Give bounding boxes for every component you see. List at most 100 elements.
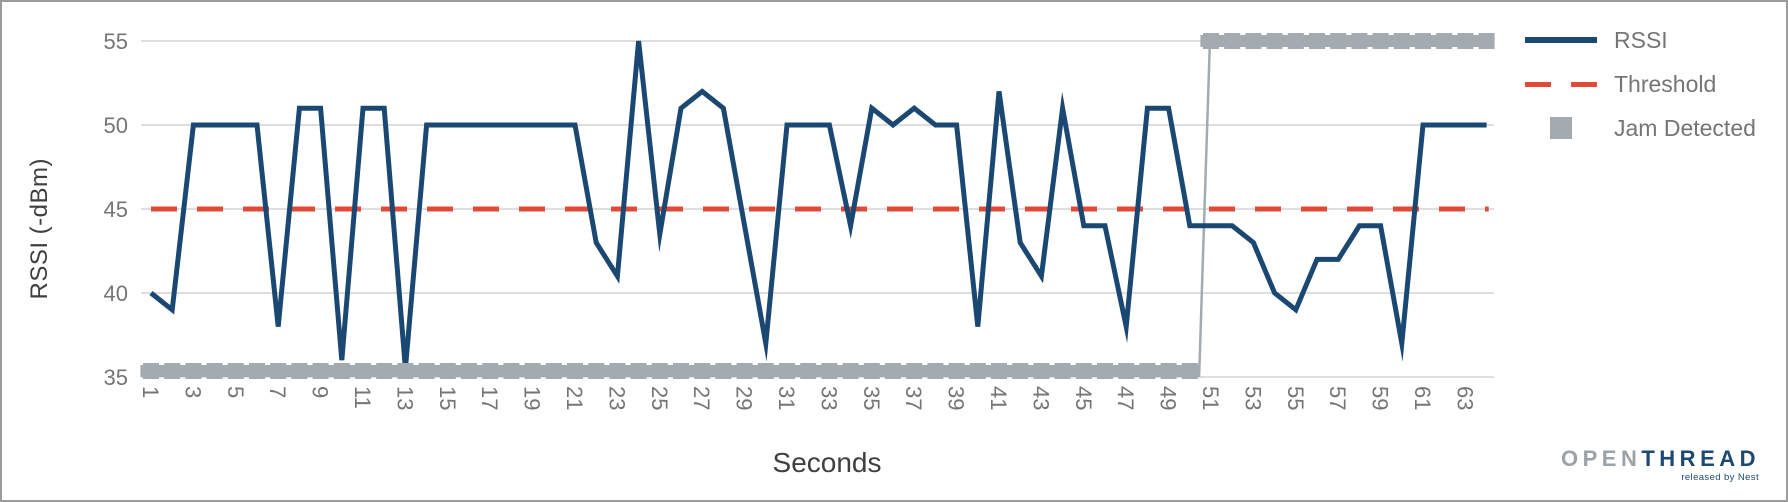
threshold-dash-icon xyxy=(1525,81,1597,87)
x-tick-label: 35 xyxy=(859,386,884,410)
jam-point-marker xyxy=(545,363,562,379)
jam-square-icon xyxy=(1550,117,1572,139)
jam-point-marker xyxy=(906,363,923,379)
rssi-polyline xyxy=(149,40,1487,369)
jam-point-marker xyxy=(1160,363,1177,379)
jam-point-marker xyxy=(397,363,414,379)
jam-point-marker xyxy=(1266,33,1283,49)
rssi-line-icon xyxy=(1525,37,1597,43)
openthread-wordmark: OPENTHREAD xyxy=(1561,446,1761,472)
legend-label-jam-detected: Jam Detected xyxy=(1614,114,1756,141)
jam-point-marker xyxy=(969,363,986,379)
x-tick-label: 37 xyxy=(901,386,926,410)
x-tick-label: 61 xyxy=(1410,386,1435,410)
x-tick-label: 15 xyxy=(435,386,460,410)
y-tick-label: 40 xyxy=(104,281,128,306)
jam-point-marker xyxy=(651,363,668,379)
jam-point-marker xyxy=(1012,363,1029,379)
jam-point-marker xyxy=(461,363,477,379)
y-tick-label: 55 xyxy=(104,29,128,54)
x-tick-label: 23 xyxy=(604,386,629,410)
x-tick-label: 25 xyxy=(647,386,672,410)
jam-point-marker xyxy=(1224,33,1241,49)
x-tick-label: 51 xyxy=(1198,386,1223,410)
jam-point-marker xyxy=(270,363,287,379)
x-tick-label: 7 xyxy=(265,386,290,398)
jam-point-marker xyxy=(715,363,732,379)
jam-point-marker xyxy=(1457,33,1474,49)
jam-point-marker xyxy=(1054,363,1071,379)
y-tick-label: 50 xyxy=(104,113,128,138)
jam-point-marker xyxy=(164,363,181,379)
jam-point-marker xyxy=(418,363,435,379)
x-tick-label: 13 xyxy=(392,386,417,410)
x-tick-label: 19 xyxy=(520,386,545,410)
y-axis-title: RSSI (-dBm) xyxy=(26,158,53,300)
jam-transition-line xyxy=(1198,40,1212,372)
jam-point-marker xyxy=(1351,33,1368,49)
jam-point-marker xyxy=(609,363,626,379)
rssi-line xyxy=(149,40,1487,369)
x-tick-label: 5 xyxy=(223,386,248,398)
jam-point-marker xyxy=(185,363,202,379)
jam-point-marker xyxy=(1097,363,1113,379)
jam-point-marker xyxy=(1118,363,1135,379)
jam-point-marker xyxy=(757,363,774,379)
jam-point-marker xyxy=(1033,363,1050,379)
jam-point-marker xyxy=(800,363,817,379)
jam-point-marker xyxy=(439,363,456,379)
jam-point-marker xyxy=(991,363,1007,379)
x-tick-label: 17 xyxy=(477,386,502,410)
jam-point-marker xyxy=(291,363,308,379)
jam-point-marker xyxy=(1181,363,1198,379)
jam-point-marker xyxy=(1309,33,1325,49)
jam-point-marker xyxy=(1372,33,1389,49)
jam-point-marker xyxy=(1075,363,1092,379)
x-tick-label: 59 xyxy=(1368,386,1393,410)
logo-tagline: released by Nest xyxy=(1681,472,1759,483)
x-tick-label: 39 xyxy=(944,386,969,410)
jam-swatch-area xyxy=(1523,117,1599,139)
jam-point-marker xyxy=(524,363,541,379)
jam-point-marker xyxy=(630,363,647,379)
x-tick-label: 63 xyxy=(1452,386,1477,410)
x-tick-label: 11 xyxy=(350,386,375,409)
x-axis-title: Seconds xyxy=(772,447,882,478)
legend: RSSI Threshold Jam Detected xyxy=(1523,18,1756,150)
jam-point-marker xyxy=(927,363,944,379)
jam-point-marker xyxy=(821,363,838,379)
jam-point-marker xyxy=(1436,33,1453,49)
jam-point-marker xyxy=(206,363,223,379)
jam-point-marker xyxy=(1139,363,1156,379)
jam-point-marker xyxy=(333,363,350,379)
jam-point-marker xyxy=(1245,33,1262,49)
x-tick-label: 29 xyxy=(732,386,757,410)
threshold-swatch-area xyxy=(1523,81,1599,87)
rssi-swatch-area xyxy=(1523,37,1599,43)
jam-point-marker xyxy=(694,363,711,379)
openthread-logo: OPENTHREAD released by Nest xyxy=(1561,446,1761,483)
x-tick-label: 3 xyxy=(180,386,205,398)
legend-label-rssi: RSSI xyxy=(1614,26,1668,53)
x-tick-label: 31 xyxy=(774,386,799,410)
jam-point-marker xyxy=(1478,33,1495,49)
jam-point-marker xyxy=(1330,33,1347,49)
jam-point-marker xyxy=(863,363,880,379)
jam-point-marker xyxy=(376,363,393,379)
logo-thread-text: THREAD xyxy=(1641,446,1761,471)
jam-transition-connector xyxy=(1198,40,1212,372)
jam-point-marker xyxy=(143,363,159,379)
x-tick-label: 1 xyxy=(138,386,163,398)
jam-point-marker xyxy=(482,363,499,379)
jam-point-marker xyxy=(249,363,265,379)
jam-point-marker xyxy=(1203,33,1219,49)
x-tick-label: 33 xyxy=(816,386,841,410)
jam-point-marker xyxy=(885,363,901,379)
x-tick-label: 47 xyxy=(1113,386,1138,410)
legend-label-threshold: Threshold xyxy=(1614,70,1717,97)
legend-item-rssi: RSSI xyxy=(1523,18,1756,62)
jam-point-marker xyxy=(227,363,244,379)
jam-point-marker xyxy=(736,363,753,379)
